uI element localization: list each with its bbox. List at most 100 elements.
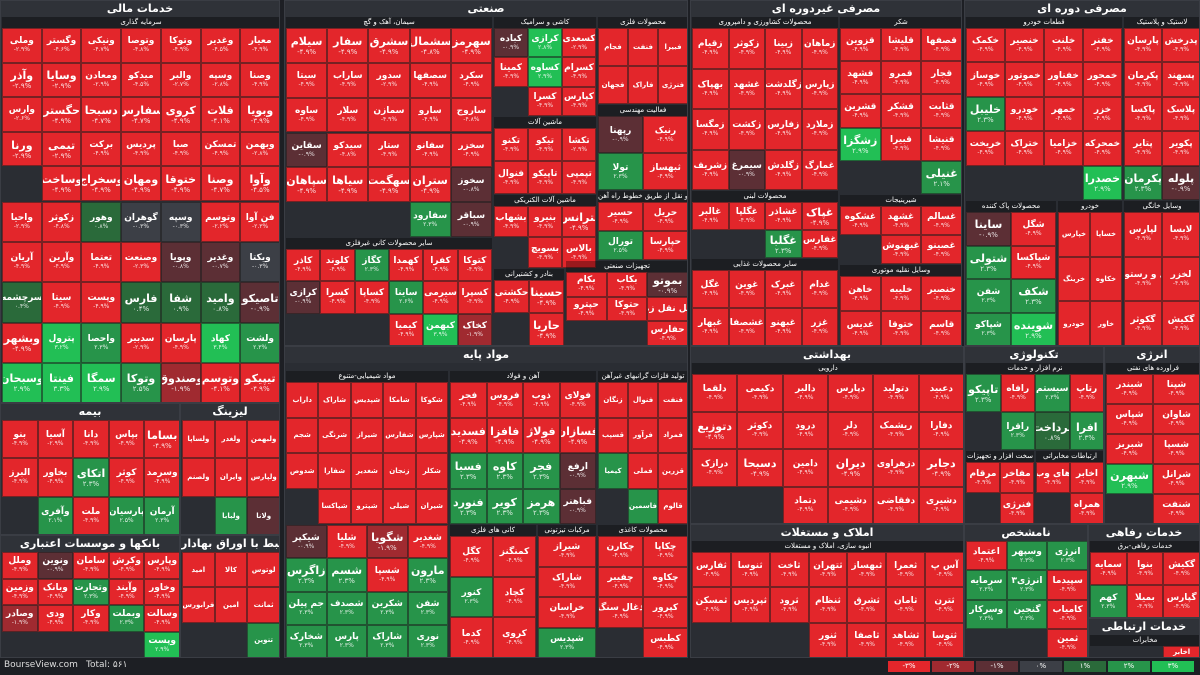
- stock-symbol: شیلی: [389, 502, 410, 511]
- stock-symbol: ثاخت: [777, 560, 801, 571]
- stock-change: -۰.۷%: [212, 263, 229, 271]
- stock-symbol: شاراک: [323, 395, 347, 404]
- stock-change: -۴.۹%: [536, 253, 554, 261]
- stock-change: -۴.۹%: [612, 613, 629, 621]
- stock-symbol: ثامان: [894, 595, 918, 606]
- stock-symbol: وپست: [87, 293, 116, 304]
- stock-change: ۲.۵%: [132, 385, 150, 394]
- stock-change: -۴.۹%: [1009, 394, 1026, 401]
- stock-tile: رپهنا -۰.۹%: [598, 116, 643, 153]
- stock-change: -۴.۹%: [892, 294, 910, 302]
- stock-change: -۴.۹%: [339, 81, 356, 89]
- stock-symbol: بالاس: [566, 243, 592, 254]
- stock-change: -۴.۹%: [892, 221, 910, 229]
- stock-symbol: سیرمی: [424, 288, 457, 299]
- stock-change: -۴.۹%: [892, 78, 910, 86]
- stock-tile: فجر -۴.۹%: [450, 382, 487, 418]
- stock-change: -۴.۹%: [892, 145, 910, 153]
- stock-tile: فاسمین۲.۳%: [628, 488, 658, 524]
- stock-tile: شصدف ۲.۳%: [326, 591, 367, 625]
- stock-tile: بهپاک -۴.۹%: [692, 68, 729, 109]
- subsector-title: تولید فلزات گرانبهای غیرآهن: [598, 371, 687, 382]
- stock-symbol: غنیلی: [925, 166, 958, 180]
- stock-change: -۲.۳%: [132, 263, 150, 271]
- stock-tile: سخوز -۰.۸%: [450, 167, 492, 203]
- stock-tile: ذوب -۴.۹%: [523, 382, 560, 418]
- stock-tile: شاراک-۴.۹%: [538, 566, 596, 597]
- stock-tile: خودرو-۴.۹%: [1058, 301, 1090, 345]
- stock-symbol: وسپه: [208, 70, 233, 81]
- stock-symbol: سیستم: [1036, 384, 1069, 394]
- stock-change: -۴.۹%: [657, 246, 674, 254]
- stock-symbol: اخابر: [1173, 648, 1191, 656]
- stock-symbol: وملی: [9, 36, 34, 47]
- stock-tile: وسائل نقل زمینی: [647, 296, 687, 322]
- stock-symbol: غگلپا: [735, 207, 758, 217]
- stock-tile: دانا -۴.۹%: [73, 420, 109, 459]
- stock-symbol: تکشا: [568, 135, 590, 146]
- stock-change: -۴.۹%: [1059, 585, 1076, 593]
- stock-symbol: ودی: [46, 609, 65, 620]
- stock-change: ۲.۳%: [339, 609, 354, 617]
- stock-tile: وآفری ۲.۱%: [37, 496, 74, 534]
- stock-symbol: حفارس: [650, 324, 685, 335]
- stock-change: -۴.۵%: [132, 80, 150, 88]
- stock-symbol: تورال: [607, 236, 634, 247]
- stock-symbol: همراه: [1073, 499, 1101, 510]
- stock-change: ۰.۸%: [1044, 433, 1061, 442]
- stock-symbol: قلیشا: [888, 35, 914, 46]
- stock-tile: دلقما -۴.۹%: [692, 374, 738, 412]
- stock-symbol: شیران: [420, 502, 444, 511]
- stock-change: -۴.۹%: [502, 178, 520, 186]
- stock-change: -۴.۹%: [819, 605, 837, 613]
- stock-change: -۴.۹%: [502, 72, 520, 80]
- stock-symbol: پارس: [334, 632, 359, 643]
- stock-symbol: شبریز: [1115, 440, 1144, 450]
- stock-change: ۲.۳%: [380, 642, 395, 650]
- subsector-title: محصولات کاغذی: [598, 525, 687, 536]
- stock-symbol: اتکای: [76, 466, 106, 480]
- stock-tile: پلوله -۰.۹%: [1162, 165, 1199, 200]
- stock-symbol: رتاپ: [1076, 384, 1098, 394]
- stock-symbol: غدام: [809, 280, 831, 290]
- stock-tile: زکوثر -۴.۹%: [728, 28, 765, 69]
- stock-tile: فنرژی-۴.۹%: [1000, 493, 1034, 523]
- stock-tile: کباده -۰.۹%: [494, 28, 528, 58]
- stock-symbol: آسیا: [45, 430, 65, 441]
- stock-symbol: وپست: [148, 635, 177, 646]
- stock-change: -۴.۹%: [657, 643, 674, 651]
- stock-symbol: قنیشا: [928, 135, 955, 146]
- stock-tile: پاکسا -۴.۹%: [1124, 96, 1162, 132]
- legend-swatch: -۱%: [976, 661, 1018, 672]
- stock-symbol: رنیک: [654, 125, 677, 136]
- stock-change: -۴.۹%: [118, 592, 135, 600]
- subsector: محصولات پاک کننده شگل -۴.۹% ساینا -۰.۹% شپاکس…: [966, 201, 1056, 345]
- stock-tile: گکوثر -۴.۹%: [1124, 301, 1162, 345]
- subsector-title: سرمایه گذاری: [2, 17, 279, 28]
- stock-tile: بسویچ -۴.۹%: [528, 237, 562, 268]
- stock-change: -۴.۹%: [1121, 390, 1138, 397]
- stock-change: -۴.۹%: [379, 187, 399, 196]
- sector-14: خدمات رفاهی خدمات رفاهی-برق گکیش -۴.۹% بنوا -…: [1088, 524, 1200, 618]
- stock-change: -۴.۹%: [1008, 478, 1026, 486]
- stock-tile: ارفع -۰.۹%: [559, 453, 596, 489]
- stock-change: -۴.۹%: [570, 72, 588, 80]
- stock-symbol: ولشت: [246, 333, 274, 344]
- subsector-title: شیرینیجات: [840, 195, 961, 206]
- stock-symbol: غصینو: [927, 240, 956, 251]
- stock-symbol: دتولید: [883, 383, 909, 394]
- stock-symbol: کچاد: [504, 587, 525, 598]
- stock-symbol: فجام: [604, 43, 622, 51]
- subsector-title: کاشی و سرامیک: [494, 17, 596, 28]
- stock-symbol: زفارس: [767, 120, 800, 131]
- stock-tile: والبر -۲.۷%: [160, 62, 201, 98]
- subsector: لاستیک و پلاستیک پدرخش -۴.۹% پارسان -۴.۹% پسه…: [1124, 17, 1199, 200]
- stock-change: -۴.۹%: [1134, 46, 1152, 54]
- subsector: تولید فلزات گرانبهای غیرآهنفنفت-۴.۹%فنوا…: [598, 371, 687, 524]
- stock-tile: وارس -۲.۶%: [2, 97, 42, 132]
- stock-symbol: پارسان: [1127, 36, 1159, 47]
- stock-tile: کپرور -۴.۹%: [643, 597, 687, 628]
- stock-symbol: افرا: [1075, 420, 1098, 434]
- stock-tile: گکیش -۴.۹%: [1162, 301, 1199, 345]
- stock-symbol: خکاوه: [1095, 274, 1117, 283]
